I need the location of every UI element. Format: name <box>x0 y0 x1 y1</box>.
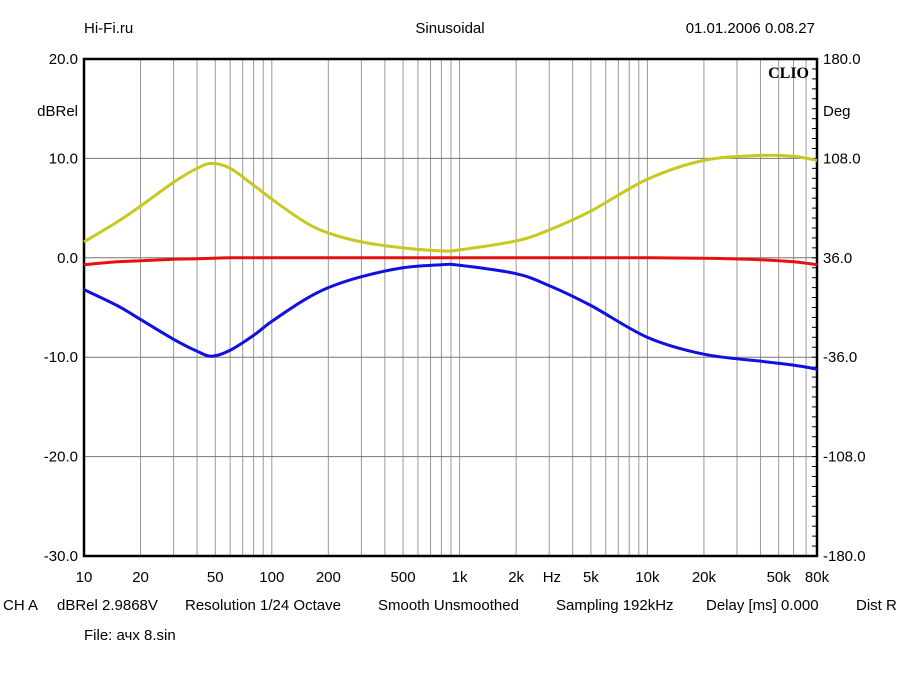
y2-tick-label: 108.0 <box>823 150 861 167</box>
info-sampling: Sampling 192kHz <box>556 597 674 614</box>
info-level: dBRel 2.9868V <box>57 597 158 614</box>
y2-tick-label: -108.0 <box>823 449 866 466</box>
x-tick-label: 100 <box>259 569 284 586</box>
x-tick-label: 10k <box>635 569 660 586</box>
clio-logo: CLIO <box>768 65 809 82</box>
y-tick-label: -30.0 <box>44 548 78 565</box>
series-yellow-line <box>83 153 818 253</box>
y2-axis-label: Deg <box>823 103 851 120</box>
info-channel: CH A <box>3 597 39 614</box>
y-tick-label: -20.0 <box>44 449 78 466</box>
header-date: 01.01.2006 0.08.27 <box>685 20 815 37</box>
series-red-line <box>83 256 818 267</box>
y2-tick-label: -36.0 <box>823 349 857 366</box>
x-tick-label: 10 <box>76 569 93 586</box>
x-tick-label: 20k <box>692 569 717 586</box>
x-tick-label: 1k <box>452 569 468 586</box>
y2-tick-label: -180.0 <box>823 548 866 565</box>
x-axis-label: Hz <box>543 569 561 586</box>
info-delay: Delay [ms] 0.000 <box>706 597 819 614</box>
x-tick-label: 80k <box>805 569 830 586</box>
info-smooth: Smooth Unsmoothed <box>378 597 519 614</box>
plot-frame <box>82 57 819 558</box>
info-resolution: Resolution 1/24 Octave <box>185 597 341 614</box>
y-tick-label: 20.0 <box>49 51 78 68</box>
info-dist: Dist R <box>856 597 897 614</box>
x-tick-label: 5k <box>583 569 599 586</box>
chart-title: Sinusoidal <box>415 20 485 37</box>
x-tick-label: 2k <box>508 569 524 586</box>
x-tick-label: 50 <box>207 569 224 586</box>
y2-tick-label: 36.0 <box>823 250 852 267</box>
x-tick-label: 500 <box>391 569 416 586</box>
header-left: Hi-Fi.ru <box>84 20 134 37</box>
y-tick-label: -10.0 <box>44 349 78 366</box>
y-tick-label: 0.0 <box>57 250 78 267</box>
x-tick-label: 200 <box>316 569 341 586</box>
y-tick-label: 10.0 <box>49 150 78 167</box>
y-axis-label: dBRel <box>37 103 78 120</box>
file-name: File: ачх 8.sin <box>84 627 176 644</box>
x-tick-label: 50k <box>767 569 792 586</box>
y2-tick-label: 180.0 <box>823 51 861 68</box>
x-tick-label: 20 <box>132 569 149 586</box>
series-blue-line <box>83 262 818 371</box>
